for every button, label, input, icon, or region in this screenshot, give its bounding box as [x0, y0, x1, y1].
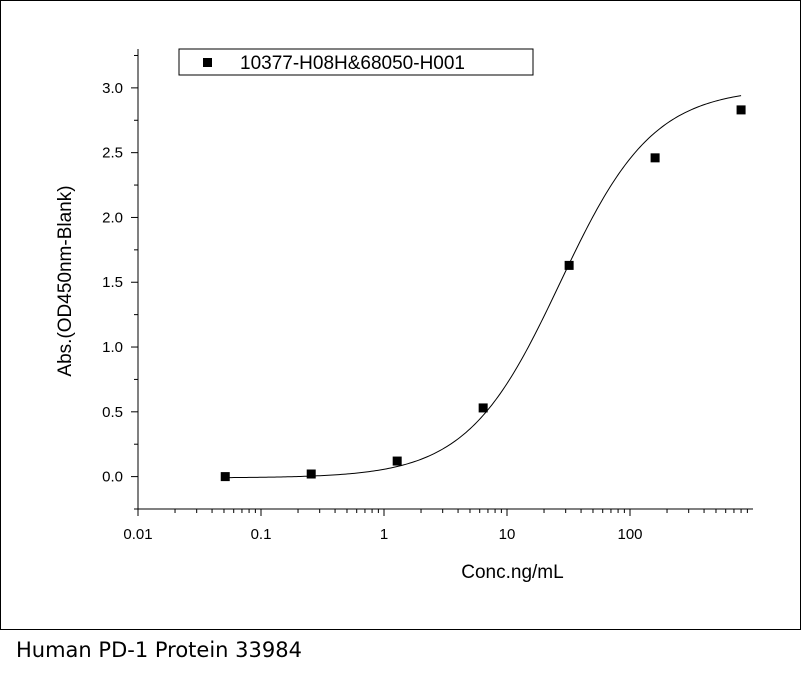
data-point: [220, 472, 230, 482]
data-point: [736, 105, 746, 115]
data-point: [478, 403, 488, 413]
y-tick-label: 2.0: [102, 209, 123, 226]
y-axis-title: Abs.(OD450nm-Blank): [55, 185, 76, 376]
y-tick-label: 1.0: [102, 339, 123, 356]
data-point: [306, 469, 316, 479]
legend-marker-square: [203, 58, 212, 67]
figure-caption: Human PD-1 Protein 33984: [16, 638, 302, 662]
data-point: [564, 260, 574, 270]
fit-curve: [225, 95, 742, 479]
x-tick-label: 10: [499, 526, 516, 543]
legend: 10377-H08H&68050-H001: [178, 48, 534, 76]
axes: [137, 49, 753, 510]
y-tick-label: 0.0: [102, 469, 123, 486]
y-tick-label: 2.5: [102, 145, 123, 162]
legend-box: [178, 48, 534, 76]
legend-label: 10377-H08H&68050-H001: [240, 53, 465, 74]
data-point: [392, 456, 402, 466]
x-tick-label: 0.01: [123, 526, 152, 543]
y-tick-label: 0.5: [102, 404, 123, 421]
y-tick-label: 3.0: [102, 80, 123, 97]
y-axis-ticks: 0.0 0.5 1.0 1.5 2.0 2.5 3.0: [102, 54, 138, 510]
data-points: [220, 105, 746, 482]
chart-frame: 0.01 0.1 1 10 100 0.0 0.5 1.0 1.5 2.0 2.5 3.0 Conc…: [0, 0, 801, 630]
x-axis-ticks: 0.01 0.1 1 10 100: [123, 509, 748, 543]
x-tick-label: 1: [380, 526, 388, 543]
x-axis-title: Conc.ng/mL: [461, 562, 563, 583]
y-tick-label: 1.5: [102, 274, 123, 291]
data-point: [650, 153, 660, 163]
dose-response-chart: 0.01 0.1 1 10 100 0.0 0.5 1.0 1.5 2.0 2.5 3.0 Conc…: [55, 48, 753, 583]
x-tick-label: 100: [617, 526, 642, 543]
x-tick-label: 0.1: [251, 526, 272, 543]
